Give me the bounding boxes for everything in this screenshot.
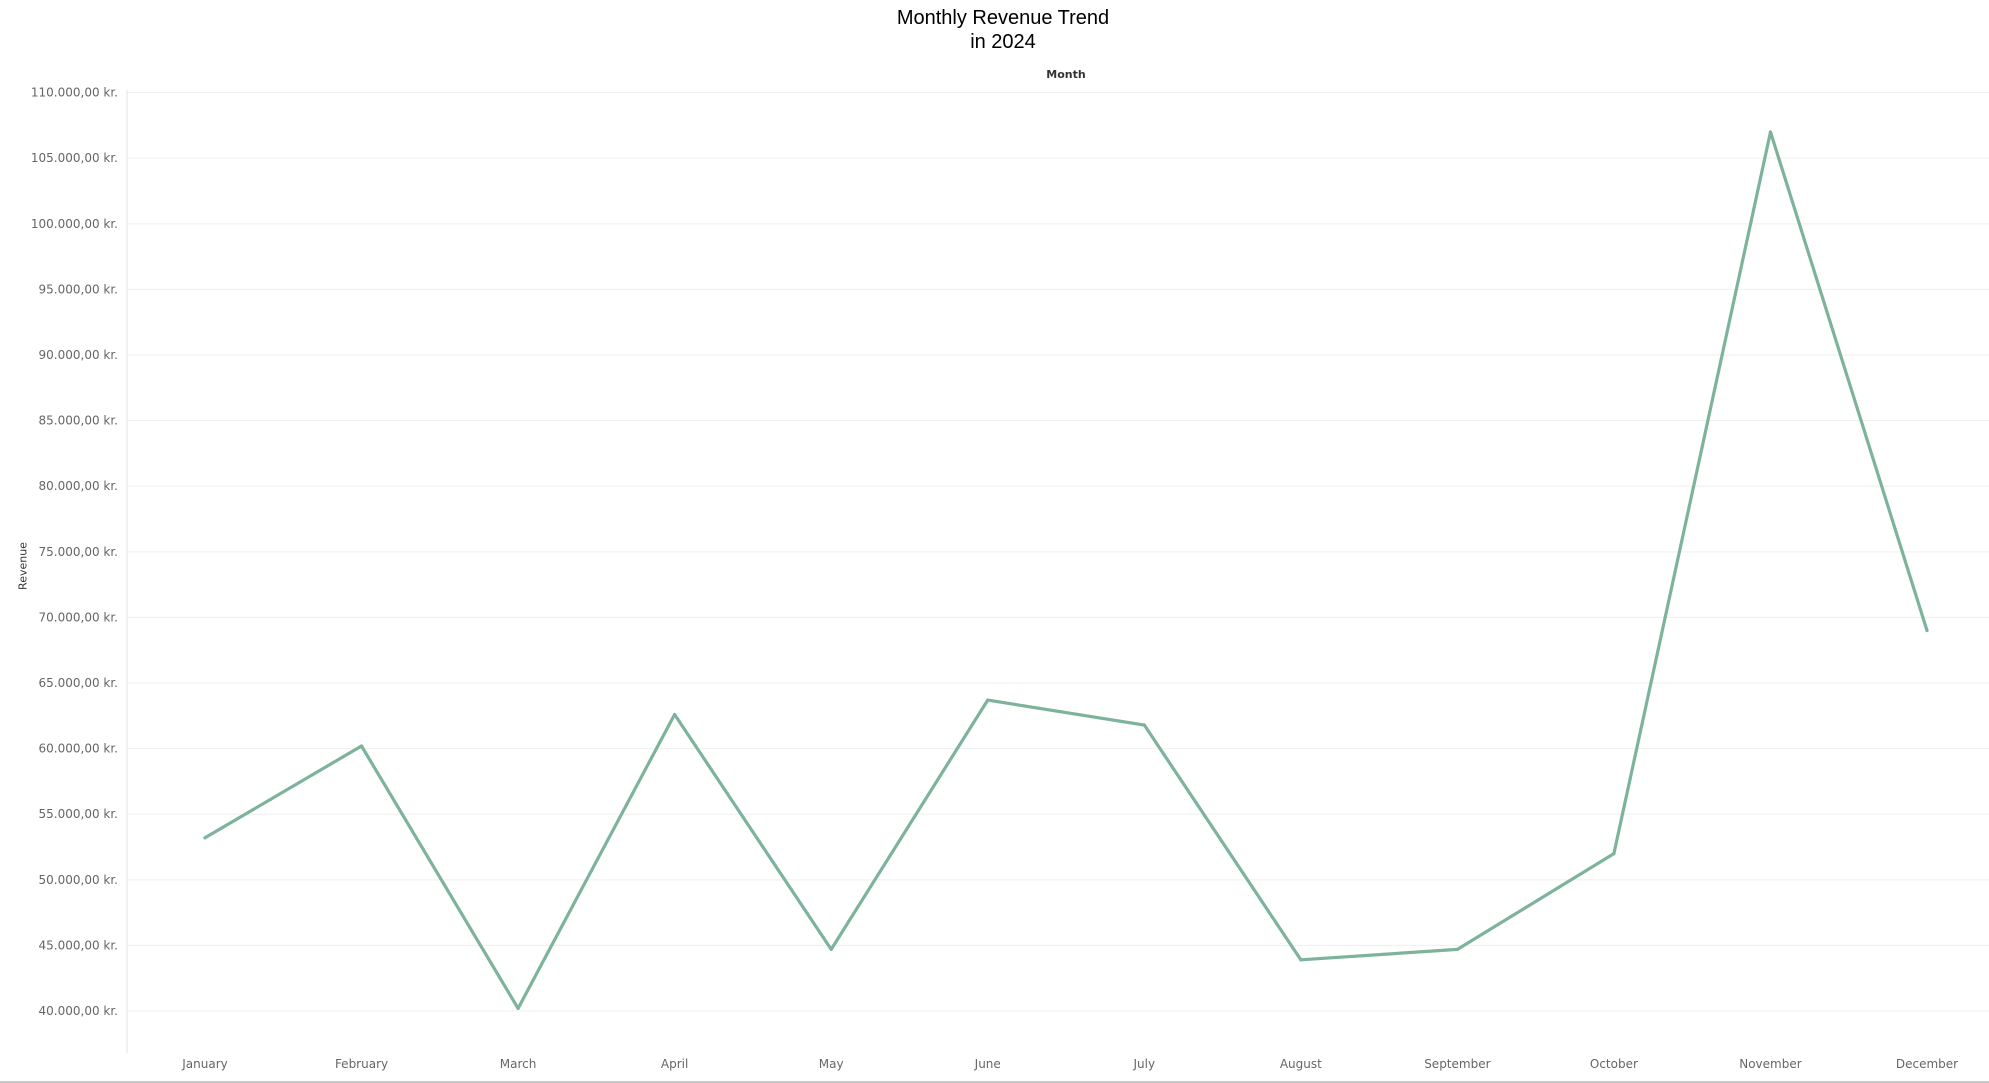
y-tick-label: 110.000,00 kr. <box>31 86 118 100</box>
data-point <box>673 712 677 717</box>
data-point <box>516 1006 520 1010</box>
y-tick-label: 95.000,00 kr. <box>39 282 118 296</box>
y-tick-label: 40.000,00 kr. <box>39 1004 118 1018</box>
y-tick-label: 70.000,00 kr. <box>39 610 118 624</box>
x-tick-label: July <box>1132 1057 1155 1071</box>
y-tick-label: 75.000,00 kr. <box>39 545 118 559</box>
data-point <box>1299 958 1303 962</box>
y-tick-labels: 40.000,00 kr. 45.000,00 kr. 50.000,00 kr. 5… <box>31 86 118 1018</box>
y-tick-label: 65.000,00 kr. <box>39 676 118 690</box>
x-tick-label: January <box>181 1057 228 1071</box>
x-axis-title: Month <box>1046 68 1086 81</box>
y-tick-label: 55.000,00 kr. <box>39 807 118 821</box>
data-point <box>359 744 364 748</box>
y-tick-label: 80.000,00 kr. <box>39 479 118 493</box>
chart-title: Monthly Revenue Trend in 2024 <box>0 6 1989 54</box>
x-tick-label: June <box>974 1057 1001 1071</box>
series-layer <box>203 130 1929 1011</box>
x-tick-label: May <box>819 1057 844 1071</box>
x-tick-label: November <box>1739 1057 1801 1071</box>
chart-title-line-2: in 2024 <box>970 31 1036 53</box>
y-tick-label: 45.000,00 kr. <box>39 938 118 952</box>
y-tick-label: 60.000,00 kr. <box>39 742 118 756</box>
data-point <box>1925 628 1929 633</box>
y-tick-label: 105.000,00 kr. <box>31 151 118 165</box>
x-tick-label: August <box>1280 1057 1322 1071</box>
data-point <box>1612 851 1616 856</box>
data-point <box>203 836 207 840</box>
data-point <box>986 698 990 702</box>
x-tick-label: December <box>1896 1057 1958 1071</box>
bottom-divider <box>0 1081 1989 1083</box>
data-point <box>829 947 833 951</box>
x-tick-labels: January February March April May June July Augu… <box>181 1057 1958 1071</box>
x-tick-label: October <box>1590 1057 1638 1071</box>
x-tick-label: April <box>661 1057 688 1071</box>
y-tick-label: 100.000,00 kr. <box>31 217 118 231</box>
x-tick-label: March <box>500 1057 537 1071</box>
series-line <box>203 130 1929 1011</box>
data-point <box>1142 723 1146 727</box>
gridlines <box>127 92 1989 1012</box>
data-point <box>1455 947 1459 951</box>
data-point <box>1768 130 1773 134</box>
x-tick-label: February <box>335 1057 388 1071</box>
y-tick-label: 85.000,00 kr. <box>39 414 118 428</box>
y-tick-label: 50.000,00 kr. <box>39 873 118 887</box>
chart-title-line-1: Monthly Revenue Trend <box>896 7 1110 29</box>
y-tick-label: 90.000,00 kr. <box>39 348 118 362</box>
x-tick-label: September <box>1424 1057 1490 1071</box>
